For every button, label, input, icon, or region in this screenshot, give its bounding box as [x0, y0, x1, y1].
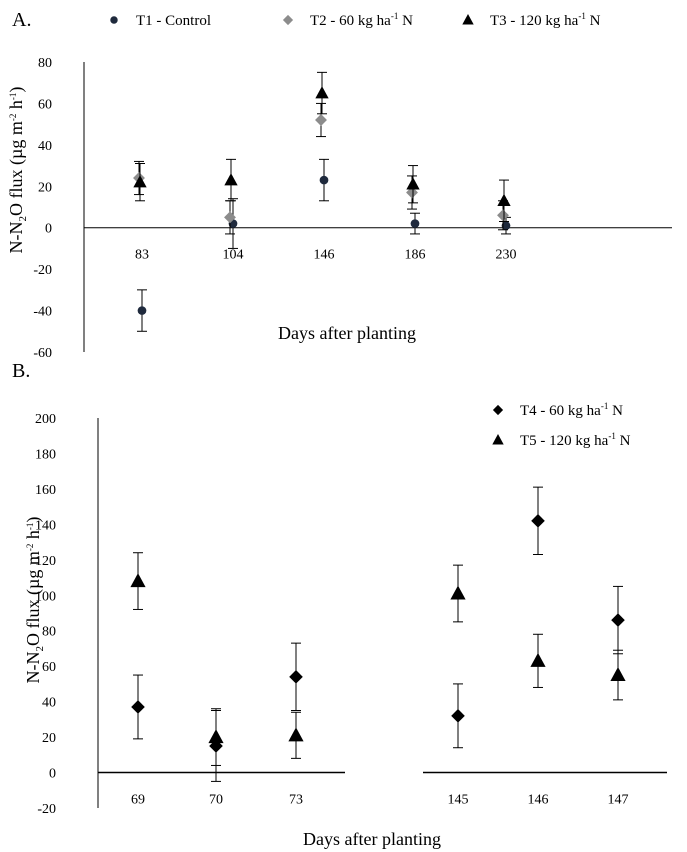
panel-b-y-tick-label: 180 — [35, 447, 56, 462]
panel-b-y-tick-label: 140 — [35, 518, 56, 533]
panel-b-legend-marker-diamond — [492, 404, 504, 416]
panel-a-legend-label: T1 - Control — [136, 13, 211, 29]
panel-a-point-circle — [410, 219, 420, 228]
panel-b-x-tick-label: 69 — [131, 793, 145, 808]
panel-a-point-triangle — [497, 193, 511, 207]
panel-a-point-triangle — [406, 177, 420, 190]
panel-a-y-tick-label: -20 — [33, 263, 52, 278]
panel-b-legend-marker-triangle — [492, 434, 504, 445]
panel-b-legend-label: T5 - 120 kg ha-1 N — [520, 431, 631, 449]
panel-b-y-tick-label: 160 — [35, 483, 56, 498]
panel-a-x-tick-label: 146 — [314, 248, 335, 263]
panel-b-label: B. — [12, 360, 30, 382]
panel-a-y-tick-label: 80 — [38, 56, 52, 71]
panel-a-legend: T1 - Control T2 - 60 kg ha-1 N T3 - 120 kg… — [110, 11, 601, 29]
panel-b-chart: B. T4 - 60 kg ha-1 N T5 - 120 kg ha-1 N 2… — [12, 360, 667, 849]
panel-a-label: A. — [12, 9, 31, 31]
panel-a-point-triangle — [315, 86, 329, 99]
panel-b-point-triangle — [530, 652, 546, 667]
panel-a-point-circle — [501, 221, 511, 230]
panel-a-legend-label: T3 - 120 kg ha-1 N — [490, 11, 601, 29]
panel-a-legend-marker-circle — [110, 16, 118, 24]
panel-a-point-diamond — [406, 186, 418, 199]
panel-a-point-diamond — [224, 211, 236, 224]
panel-b-y-axis-label: N-N2O flux (µg m-2 h-1) — [23, 517, 46, 684]
panel-a-y-tick-label: -60 — [33, 346, 52, 361]
panel-b-y-tick-label: 20 — [42, 731, 56, 746]
panel-b-legend: T4 - 60 kg ha-1 N T5 - 120 kg ha-1 N — [492, 401, 631, 449]
panel-b-point-triangle — [450, 585, 466, 600]
panel-a-point-diamond — [497, 209, 509, 222]
panel-b-x-tick-label: 73 — [289, 793, 303, 808]
panel-a-plot: 80 60 40 20 0 -20 -40 -60 83 104 146 186 230 — [33, 56, 672, 361]
panel-a-legend-marker-triangle — [462, 14, 474, 25]
panel-a-y-tick-label: 0 — [45, 222, 52, 237]
panel-b-point-triangle — [288, 727, 304, 742]
panel-b-legend-item-1: T4 - 60 kg ha-1 N — [492, 401, 623, 419]
panel-a-legend-item-1: T1 - Control — [110, 13, 211, 29]
panel-b-x-tick-label: 145 — [448, 793, 469, 808]
panel-a-legend-item-2: T2 - 60 kg ha-1 N — [282, 11, 413, 29]
panel-b-y-tick-label: 200 — [35, 412, 56, 427]
panel-a-series-1 — [137, 158, 511, 332]
panel-a-legend-marker-diamond — [282, 14, 294, 26]
panel-b-y-tick-label: 60 — [42, 660, 56, 675]
panel-a-x-tick-label: 186 — [405, 248, 426, 263]
panel-a-y-tick-label: 40 — [38, 139, 52, 154]
panel-b-point-diamond — [289, 670, 303, 684]
panel-a-point-circle — [137, 306, 147, 315]
panel-b-point-diamond — [531, 514, 545, 528]
panel-b-legend-item-2: T5 - 120 kg ha-1 N — [492, 431, 631, 449]
panel-a-series-3 — [133, 71, 511, 222]
panel-b-point-triangle — [208, 729, 224, 744]
panel-a-x-tick-label: 230 — [496, 248, 517, 263]
panel-b-y-tick-label: 40 — [42, 696, 56, 711]
panel-a-x-tick-label: 104 — [223, 248, 244, 263]
panel-a-y-tick-label: 20 — [38, 180, 52, 195]
panel-b-series-2 — [130, 552, 626, 766]
panel-b-point-diamond — [451, 709, 465, 723]
panel-a-y-axis-label: N-N2O flux (µg m-2 h-1) — [6, 87, 29, 254]
panel-a-point-diamond — [315, 114, 327, 126]
panel-b-y-tick-label: 80 — [42, 625, 56, 640]
panel-b-y-tick-label: 0 — [49, 767, 56, 782]
panel-b-legend-label: T4 - 60 kg ha-1 N — [520, 401, 623, 419]
panel-a-point-circle — [319, 175, 329, 185]
panel-b-point-diamond — [611, 613, 625, 627]
panel-a-point-triangle — [224, 173, 238, 186]
panel-b-series-1 — [131, 486, 625, 782]
panel-a-chart: A. T1 - Control T2 - 60 kg ha-1 N T3 - 120… — [6, 9, 672, 361]
panel-a-legend-item-3: T3 - 120 kg ha-1 N — [462, 11, 601, 29]
panel-a-y-tick-label: 60 — [38, 97, 52, 112]
panel-b-x-axis-label: Days after planting — [303, 829, 441, 849]
panel-a-x-axis-label: Days after planting — [278, 323, 416, 343]
panel-b-point-triangle — [610, 667, 626, 682]
panel-b-x-tick-label: 146 — [528, 793, 549, 808]
panel-b-y-tick-label: -20 — [37, 802, 56, 817]
panel-a-y-tick-label: -40 — [33, 305, 52, 320]
panel-b-y-tick-label: 120 — [35, 554, 56, 569]
panel-b-y-tick-label: 100 — [35, 589, 56, 604]
panel-b-point-triangle — [130, 573, 146, 588]
panel-a-point-triangle — [133, 175, 147, 188]
panel-b-x-tick-label: 147 — [608, 793, 629, 808]
panel-b-point-diamond — [131, 700, 145, 714]
panel-a-legend-label: T2 - 60 kg ha-1 N — [310, 11, 413, 29]
panel-b-x-tick-label: 70 — [209, 793, 223, 808]
panel-a-series-2 — [133, 102, 509, 235]
panel-a-x-tick-label: 83 — [135, 248, 149, 263]
